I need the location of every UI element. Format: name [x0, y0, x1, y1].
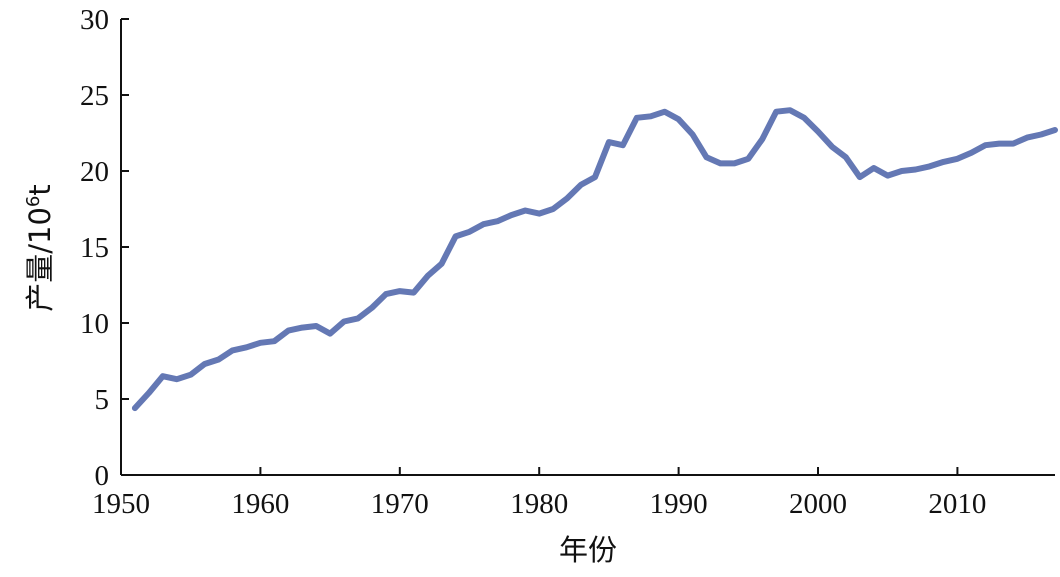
- y-tick-label: 20: [80, 156, 109, 188]
- y-axis-title-sup: 6: [23, 196, 44, 207]
- x-axis-title: 年份: [559, 533, 617, 567]
- y-tick-label: 0: [95, 460, 110, 492]
- y-tick-label: 25: [80, 80, 109, 112]
- y-ticks: 0 5 10 15 20 25 30: [80, 4, 129, 492]
- y-tick-label: 10: [80, 308, 109, 340]
- y-tick-label: 15: [80, 232, 109, 264]
- x-tick-label: 1990: [650, 488, 708, 520]
- x-tick-label: 2010: [928, 488, 986, 520]
- y-axis-title: 产量/106t: [23, 184, 57, 312]
- y-axis-title-unit: t: [23, 184, 57, 195]
- x-tick-label: 1960: [231, 488, 289, 520]
- x-tick-label: 2000: [789, 488, 847, 520]
- y-axis-title-main: 产量/10: [23, 207, 57, 312]
- series-line: [131, 107, 1058, 412]
- y-tick-label: 5: [95, 384, 110, 416]
- axes: [120, 19, 1055, 476]
- x-tick-label: 1970: [371, 488, 429, 520]
- y-tick-label: 30: [80, 4, 109, 36]
- x-tick-label: 1980: [510, 488, 568, 520]
- x-ticks: 1950 1960 1970 1980 1990 2000 2010: [92, 467, 986, 520]
- x-tick-label: 1950: [92, 488, 150, 520]
